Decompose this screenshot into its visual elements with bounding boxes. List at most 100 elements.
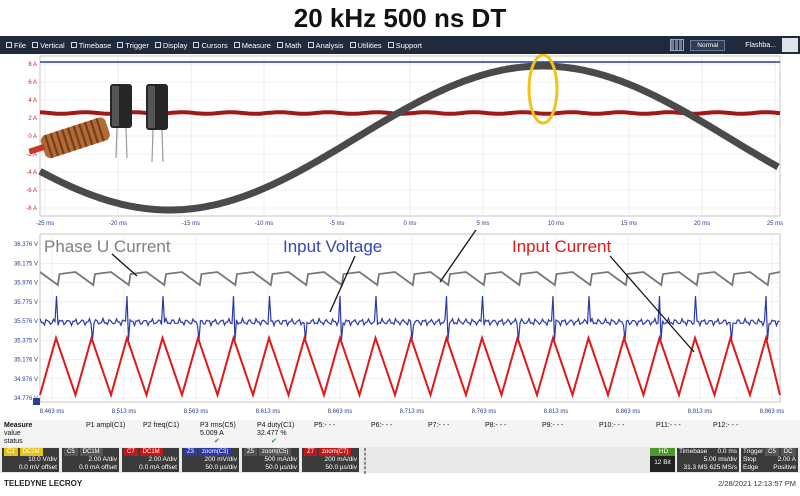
measure-param-5[interactable]: P5:- - - (314, 422, 336, 429)
mode-selector[interactable]: Normal (690, 39, 726, 51)
menu-bar: File Vertical Timebase Trigger Display Cursor… (0, 36, 800, 54)
channel-box-c1[interactable]: C1 DC1M 10.0 V/div 0.0 mV offset (2, 448, 59, 472)
bottom-x-tick-label: 8.613 ms (256, 409, 281, 415)
menu-item-label: Utilities (357, 40, 382, 50)
phase-label-arrow (111, 253, 138, 277)
top-x-tick-label: -25 ms (36, 221, 54, 227)
channel-offset: 50.0 µs/div (325, 464, 357, 471)
menu-item-file[interactable]: File (6, 41, 26, 50)
channel-tag: Z5 (244, 448, 258, 456)
menu-item-support[interactable]: Support (387, 41, 422, 50)
voltage-label-arrow (329, 255, 356, 313)
measure-param-10[interactable]: P10:- - - (599, 422, 625, 429)
menu-item-measure[interactable]: Measure (233, 40, 271, 50)
timebase-box[interactable]: Timebase 0.0 ms 5.00 ms/div 31.3 MS 625 M… (677, 448, 739, 472)
measure-param-11[interactable]: P11:- - - (656, 422, 681, 429)
display-icon (154, 42, 161, 48)
bottom-x-tick-label: 8.513 ms (112, 409, 137, 415)
status-check-icon: ✔ (271, 438, 277, 445)
menu-item-vertical[interactable]: Vertical (32, 41, 65, 50)
measure-param-7[interactable]: P7:- - - (428, 422, 450, 429)
channel-tag: C7 (124, 448, 138, 456)
undo-icon[interactable] (782, 38, 798, 52)
menu-item-label: Math (284, 40, 302, 50)
channel-offset: 50.0 µs/div (205, 464, 237, 471)
menu-item-display[interactable]: Display (154, 41, 187, 50)
peak-highlight-ellipse (527, 54, 559, 125)
flashback-button[interactable]: Flashba... (745, 41, 776, 49)
acquisition-box[interactable]: HD 12 Bit (650, 448, 675, 472)
measure-param-4[interactable]: P4 duty(C1) (257, 422, 295, 429)
top-y-tick-label: 0 A (28, 134, 37, 140)
top-y-tick-label: -4 A (26, 170, 37, 176)
zoom-waveform-grid[interactable]: 36.376 V 36.175 V 35.976 V 35.775 V 35.576 V… (0, 230, 800, 420)
input-current-zoom-trace (39, 334, 781, 399)
channel-tag: zoom(C3) (199, 448, 232, 456)
bottom-x-tick-label: 8.813 ms (544, 409, 569, 415)
timebase-icon (70, 42, 77, 48)
menu-item-label: Vertical (40, 40, 65, 50)
measure-value-3: 5.009 A (200, 430, 224, 437)
measure-param-12[interactable]: P12:- - - (713, 422, 739, 429)
cursor-icon (193, 42, 200, 48)
top-y-tick-label: 8 A (28, 62, 37, 68)
measure-param-1[interactable]: P1 ampl(C1) (86, 422, 126, 429)
channel-tag: zoom(C5) (259, 448, 292, 456)
channel-scale: 500 mA/div (264, 456, 297, 463)
channel-box-z7[interactable]: Z7 zoom(C7) 200 mA/div 50.0 µs/div (302, 448, 359, 472)
measure-param-3[interactable]: P3 rms(C5) (200, 422, 236, 429)
top-y-tick-label: -2 A (26, 152, 37, 158)
channel-offset: 0.0 mA offset (139, 464, 177, 471)
phase-current-trace (38, 62, 780, 214)
input-voltage-label: Input Voltage (283, 237, 382, 256)
vertical-icon (32, 42, 39, 48)
channel-tag: zoom(C7) (319, 448, 352, 456)
trigger-box[interactable]: Trigger C5 DC Stop 2.00 A Edge Positive (741, 448, 798, 472)
peak-callout-arrow (439, 230, 477, 283)
top-waveform-grid[interactable]: 8 A 6 A 4 A 2 A 0 A -2 A -4 A -6 A -8 A -25 ms -2… (0, 54, 800, 230)
channel-box-c7[interactable]: C7 DC1M 2.00 A/div 0.0 mA offset (122, 448, 179, 472)
measure-param-2[interactable]: P2 freq(C1) (143, 422, 180, 429)
channel-box-z3[interactable]: Z3 zoom(C3) 200 mV/div 50.0 µs/div (182, 448, 239, 472)
top-x-tick-label: 0 ms (403, 221, 416, 227)
top-x-tick-label: -10 ms (255, 221, 273, 227)
channel-offset: 0.0 mV offset (18, 464, 57, 471)
menu-item-label: Measure (241, 40, 271, 50)
menu-item-analysis[interactable]: Analysis (307, 41, 344, 50)
menu-item-math[interactable]: Math (276, 40, 302, 50)
measure-value-4: 32.477 % (257, 430, 287, 437)
channel-scale: 2.00 A/div (88, 456, 117, 463)
channel-offset: 0.0 mA offset (79, 464, 117, 471)
channel-scale: 10.0 V/div (28, 456, 57, 463)
value-row-label: value (4, 430, 21, 437)
channel-box-c5[interactable]: C5 DC1M 2.00 A/div 0.0 mA offset (62, 448, 119, 472)
grid-layout-icon[interactable] (670, 39, 685, 51)
menu-item-utilities[interactable]: Utilities (349, 40, 382, 50)
measure-param-8[interactable]: P8:- - - (485, 422, 507, 429)
menu-item-timebase[interactable]: Timebase (70, 40, 112, 50)
component-photo (28, 84, 168, 163)
bottom-y-tick-label: 35.375 V (14, 338, 38, 344)
brand-logo: TELEDYNE LECROY (4, 479, 83, 488)
utilities-icon (349, 42, 356, 48)
top-x-tick-label: -15 ms (182, 221, 200, 227)
bottom-y-tick-label: 35.775 V (14, 300, 38, 306)
channel-tag: C1 (4, 448, 18, 456)
bottom-x-tick-label: 8.563 ms (184, 409, 209, 415)
channel-scale: 200 mA/div (324, 456, 357, 463)
menu-item-trigger[interactable]: Trigger (117, 41, 149, 50)
menu-item-label: Timebase (78, 40, 112, 50)
top-x-tick-label: 25 ms (767, 221, 783, 227)
channel-box-z5[interactable]: Z5 zoom(C5) 500 mA/div 50.0 µs/div (242, 448, 299, 472)
menu-item-cursors[interactable]: Cursors (193, 41, 228, 50)
top-x-tick-label: 5 ms (476, 221, 489, 227)
measure-param-9[interactable]: P9:- - - (542, 422, 564, 429)
top-y-tick-label: -6 A (26, 188, 37, 194)
file-icon (6, 42, 12, 48)
bottom-y-tick-label: 35.576 V (14, 319, 38, 325)
top-x-tick-label: -5 ms (330, 221, 345, 227)
channel-tag: Z3 (184, 448, 198, 456)
measure-param-6[interactable]: P6:- - - (371, 422, 393, 429)
bottom-x-tick-label: 8.463 ms (40, 409, 65, 415)
status-row-label: status (4, 438, 23, 445)
